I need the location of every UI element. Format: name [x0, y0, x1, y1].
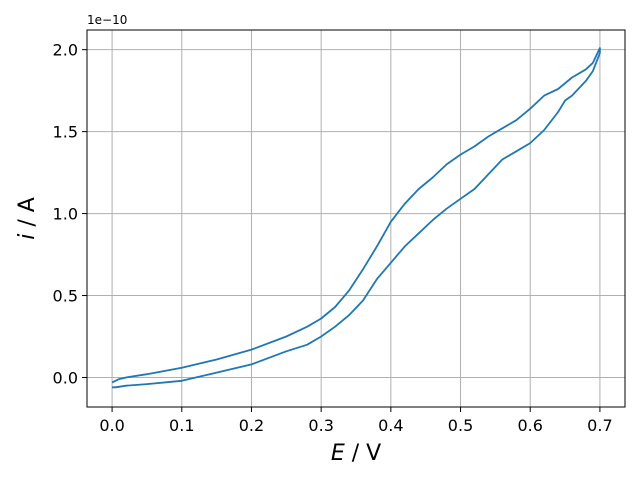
y-axis-label: i / A — [15, 197, 40, 240]
y-tick-label: 1.0 — [53, 205, 78, 224]
y-axis-label-unit: / A — [15, 197, 40, 226]
x-tick-label: 0.3 — [308, 416, 333, 435]
x-tick-label: 0.5 — [448, 416, 473, 435]
x-tick-label: 0.7 — [587, 416, 612, 435]
axis-ticks: 0.0 0.1 0.2 0.3 0.4 0.5 0.6 0.7 0.0 0.5 1.0 1.5 2.0 — [53, 41, 613, 435]
x-tick-label: 0.2 — [239, 416, 264, 435]
series-line — [111, 47, 601, 389]
y-axis-label-variable: i — [15, 234, 40, 240]
x-axis-label-unit: / V — [352, 441, 381, 466]
x-tick-label: 0.0 — [99, 416, 124, 435]
x-axis-label: E / V — [331, 441, 381, 466]
x-tick-label: 0.1 — [169, 416, 194, 435]
y-tick-label: 2.0 — [53, 41, 78, 60]
series-layer — [111, 47, 601, 389]
y-tick-label: 0.5 — [53, 287, 78, 306]
y-tick-label: 1.5 — [53, 123, 78, 142]
x-tick-label: 0.6 — [517, 416, 542, 435]
x-axis-label-variable: E — [331, 441, 345, 466]
y-axis-offset-label: 1e−10 — [87, 13, 127, 27]
grid — [87, 30, 625, 407]
y-tick-label: 0.0 — [53, 368, 78, 387]
plot-frame — [86, 29, 626, 408]
x-tick-label: 0.4 — [378, 416, 403, 435]
